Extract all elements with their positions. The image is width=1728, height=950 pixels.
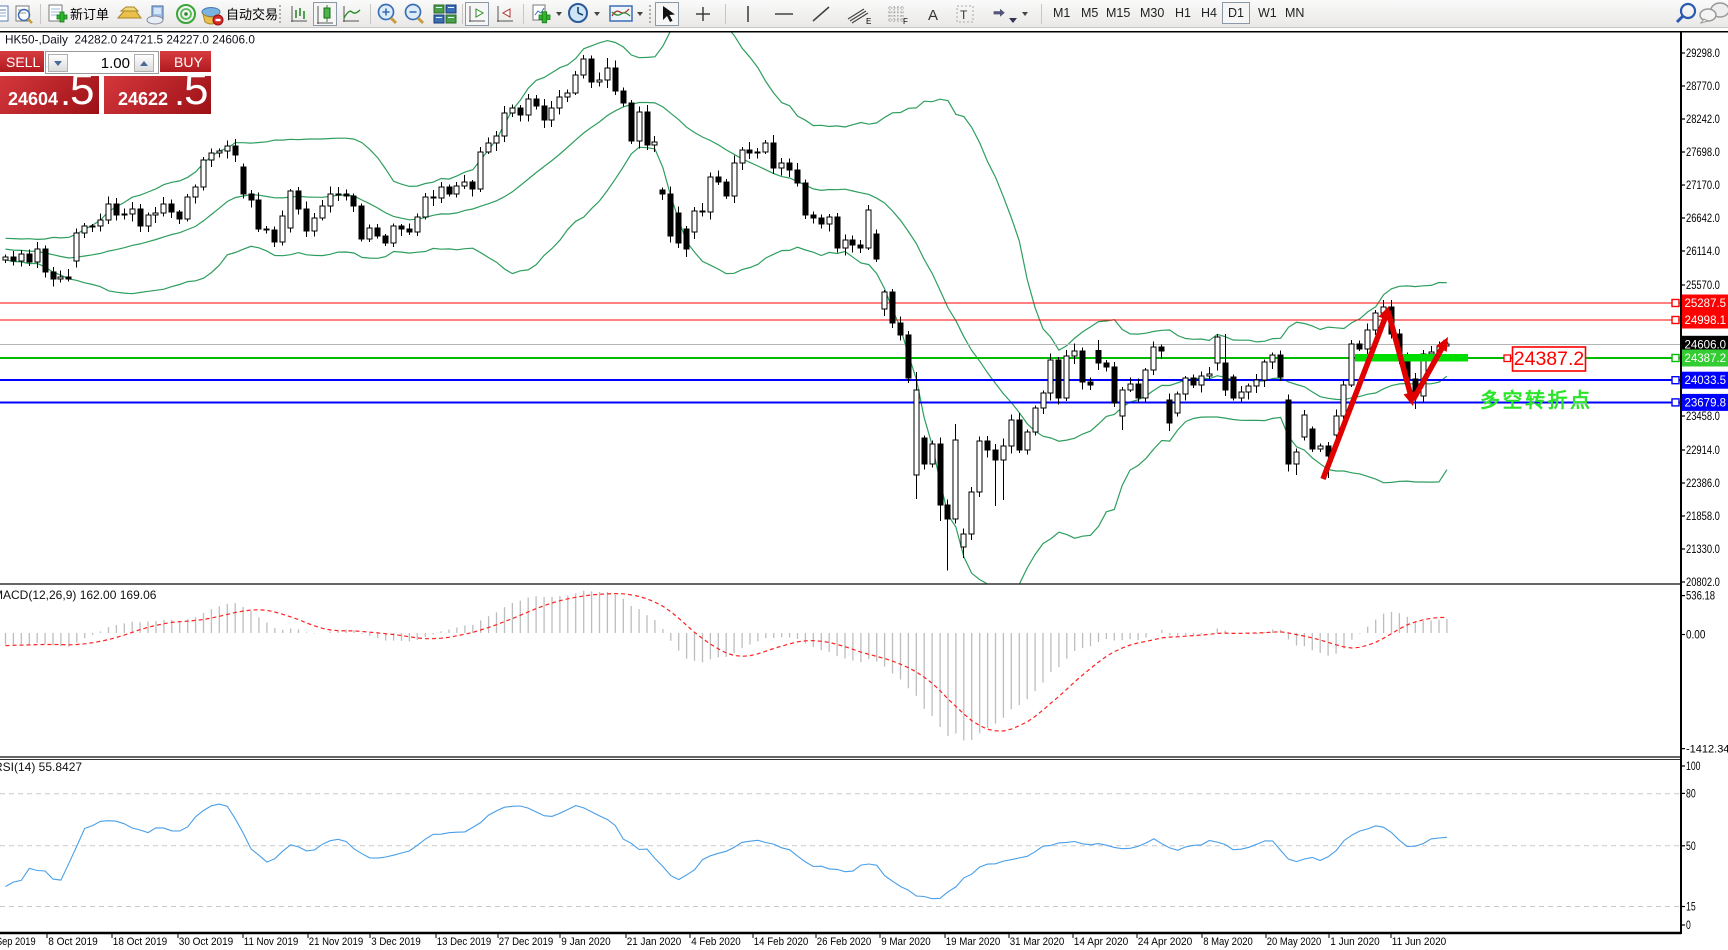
svg-text:E: E xyxy=(866,17,871,26)
svg-text:20 May 2020: 20 May 2020 xyxy=(1267,936,1322,948)
svg-text:25570.0: 25570.0 xyxy=(1686,280,1720,292)
svg-text:21 Jan 2020: 21 Jan 2020 xyxy=(627,936,682,948)
svg-text:8 May 2020: 8 May 2020 xyxy=(1203,936,1253,948)
svg-text:4 Feb 2020: 4 Feb 2020 xyxy=(691,936,741,948)
svg-text:F: F xyxy=(903,17,908,26)
svg-text:21330.0: 21330.0 xyxy=(1686,544,1720,556)
svg-text:14 Apr 2020: 14 Apr 2020 xyxy=(1074,936,1129,948)
svg-text:3 Dec 2019: 3 Dec 2019 xyxy=(371,936,421,948)
svg-text:15: 15 xyxy=(1686,902,1696,914)
svg-text:T: T xyxy=(960,8,968,22)
svg-text:26114.0: 26114.0 xyxy=(1686,246,1720,258)
svg-text:24387.2: 24387.2 xyxy=(1514,348,1585,370)
svg-text:26 Feb 2020: 26 Feb 2020 xyxy=(817,936,872,948)
svg-text:27170.0: 27170.0 xyxy=(1686,180,1720,192)
svg-text:18 Oct 2019: 18 Oct 2019 xyxy=(113,936,168,948)
svg-text:21 Nov 2019: 21 Nov 2019 xyxy=(309,936,364,948)
svg-text:13 Dec 2019: 13 Dec 2019 xyxy=(437,936,492,948)
svg-text:29298.0: 29298.0 xyxy=(1686,48,1720,60)
svg-text:22386.0: 22386.0 xyxy=(1686,478,1720,490)
svg-text:11 Jun 2020: 11 Jun 2020 xyxy=(1392,936,1447,948)
svg-text:24606.0: 24606.0 xyxy=(1685,339,1727,351)
svg-text:28242.0: 28242.0 xyxy=(1686,114,1720,126)
svg-text:HK50-,Daily 24282.0 24721.5 2: HK50-,Daily 24282.0 24721.5 24227.0 2460… xyxy=(5,33,255,47)
svg-text:31 Mar 2020: 31 Mar 2020 xyxy=(1010,936,1065,948)
svg-text:RSI(14) 55.8427: RSI(14) 55.8427 xyxy=(0,760,82,774)
svg-text:24998.1: 24998.1 xyxy=(1685,315,1727,327)
svg-text:24387.2: 24387.2 xyxy=(1685,353,1727,365)
svg-text:A: A xyxy=(928,7,938,24)
svg-text:新订单: 新订单 xyxy=(70,7,109,22)
svg-text:30 Oct 2019: 30 Oct 2019 xyxy=(179,936,234,948)
svg-text:0: 0 xyxy=(1686,920,1691,932)
svg-text:25287.5: 25287.5 xyxy=(1685,298,1727,310)
svg-text:27698.0: 27698.0 xyxy=(1686,147,1720,159)
svg-text:27 Dec 2019: 27 Dec 2019 xyxy=(499,936,554,948)
svg-text:9 Mar 2020: 9 Mar 2020 xyxy=(881,936,931,948)
svg-text:100: 100 xyxy=(1686,761,1701,773)
svg-text:8 Oct 2019: 8 Oct 2019 xyxy=(48,936,98,948)
svg-text:多空转折点: 多空转折点 xyxy=(1480,388,1593,412)
svg-text:22914.0: 22914.0 xyxy=(1686,445,1720,457)
svg-text:536.18: 536.18 xyxy=(1686,591,1715,603)
svg-text:14 Feb 2020: 14 Feb 2020 xyxy=(754,936,809,948)
svg-text:20802.0: 20802.0 xyxy=(1686,577,1720,589)
svg-text:26642.0: 26642.0 xyxy=(1686,213,1720,225)
svg-text:80: 80 xyxy=(1686,788,1696,800)
svg-text:24033.5: 24033.5 xyxy=(1685,375,1727,387)
svg-text:MACD(12,26,9) 162.00 169.06: MACD(12,26,9) 162.00 169.06 xyxy=(0,588,157,602)
svg-text:-1412.34: -1412.34 xyxy=(1686,744,1728,756)
svg-text:28770.0: 28770.0 xyxy=(1686,81,1720,93)
svg-text:9 Jan 2020: 9 Jan 2020 xyxy=(561,936,611,948)
svg-text:21858.0: 21858.0 xyxy=(1686,511,1720,523)
svg-text:自动交易: 自动交易 xyxy=(226,7,278,22)
svg-text:50: 50 xyxy=(1686,841,1696,853)
svg-text:19 Mar 2020: 19 Mar 2020 xyxy=(946,936,1001,948)
svg-text:23458.0: 23458.0 xyxy=(1686,411,1720,423)
svg-text:11 Nov 2019: 11 Nov 2019 xyxy=(244,936,299,948)
svg-text:1 Jun 2020: 1 Jun 2020 xyxy=(1330,936,1380,948)
svg-text:24 Apr 2020: 24 Apr 2020 xyxy=(1138,936,1193,948)
svg-text:23679.8: 23679.8 xyxy=(1685,397,1727,409)
svg-text:Sep 2019: Sep 2019 xyxy=(0,936,36,948)
svg-text:0.00: 0.00 xyxy=(1686,630,1705,642)
